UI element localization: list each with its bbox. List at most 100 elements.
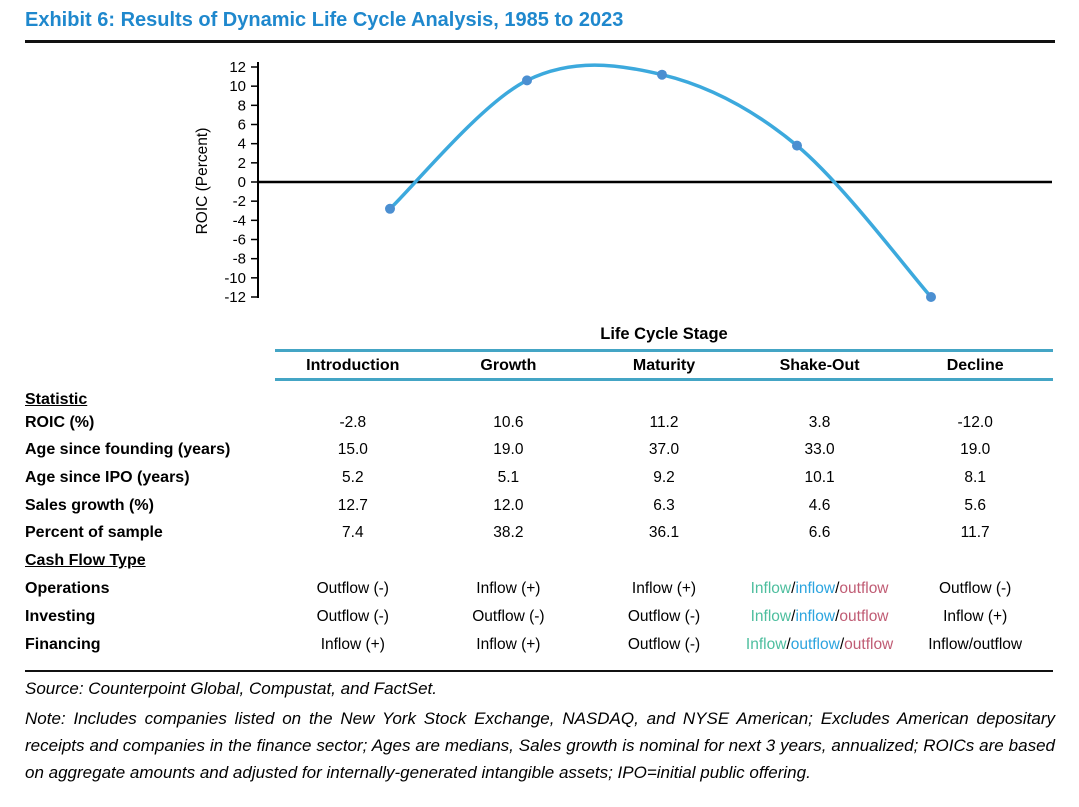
table-row: Financing Inflow (+) Inflow (+) Outflow (-)…: [0, 631, 1079, 659]
y-axis-label: ROIC (Percent): [194, 128, 211, 235]
column-header-introduction: Introduction: [306, 357, 400, 374]
table-cell: 5.6: [964, 497, 986, 514]
table-cell: 10.6: [493, 414, 524, 431]
row-label: ROIC (%): [25, 414, 95, 431]
table-cell: 36.1: [648, 524, 680, 541]
table-cell: 11.2: [649, 414, 679, 431]
table-cell: 7.4: [342, 524, 364, 541]
row-label: Financing: [25, 636, 101, 653]
data-point-marker: [792, 140, 802, 151]
green-cashflow-text: Inflow: [750, 608, 792, 625]
y-tick-label: -12: [224, 289, 246, 306]
y-tick-label: 10: [229, 78, 246, 95]
table-cell: -2.8: [339, 414, 367, 431]
table-cell: Outflow (-): [627, 636, 701, 653]
section-label: Cash Flow Type: [25, 552, 146, 569]
y-tick-label: -4: [233, 212, 246, 229]
blue-cashflow-text: outflow: [790, 636, 840, 653]
data-point-marker: [926, 292, 936, 302]
column-header-growth: Growth: [480, 357, 537, 374]
table-cell: 12.0: [493, 497, 524, 514]
data-point-marker: [385, 203, 395, 214]
y-tick-label: 8: [238, 97, 246, 114]
y-tick-label: 2: [238, 155, 246, 172]
table-cell: 4.6: [808, 497, 831, 514]
table-row: Age since founding (years) 15.0 19.0 37.0 33…: [0, 436, 1079, 464]
y-tick-label: 0: [238, 174, 246, 191]
separator-text: /: [791, 608, 796, 625]
table-cell: Inflow (+): [943, 608, 1008, 625]
table-cell: Inflow/outflow: [928, 636, 1023, 653]
table-cell: 8.1: [964, 469, 986, 486]
data-point-marker: [657, 69, 667, 80]
table-row: Operations Outflow (-) Inflow (+) Inflow (+…: [0, 575, 1079, 603]
red-cashflow-text: outflow: [839, 608, 889, 625]
table-cell: Inflow/outflow/outflow: [742, 631, 898, 659]
separator-text: /: [835, 608, 840, 625]
column-header-shake-out: Shake-Out: [779, 357, 860, 374]
separator-text: /: [786, 636, 791, 653]
data-point-marker: [522, 75, 532, 86]
y-tick-label: -2: [233, 193, 246, 210]
table-cell: Inflow (+): [631, 580, 697, 597]
table-cell: Outflow (-): [316, 608, 389, 625]
table-column-headers: Introduction Growth Maturity Shake-Out Decli…: [275, 355, 1053, 377]
red-cashflow-text: outflow: [839, 580, 889, 597]
footer-divider: [25, 670, 1053, 672]
table-cell: 9.2: [653, 469, 675, 486]
table-cell: 6.3: [653, 497, 675, 514]
table-cell: Outflow (-): [472, 608, 545, 625]
table-cell: Outflow (-): [627, 608, 701, 625]
table-row: Percent of sample 7.4 38.2 36.1 6.6 11.7: [0, 519, 1079, 547]
column-header-maturity: Maturity: [632, 357, 696, 374]
table-row: Investing Outflow (-) Outflow (-) Outflow (…: [0, 603, 1079, 631]
y-tick-label: 6: [238, 117, 246, 134]
table-cell: 3.8: [808, 414, 831, 431]
table-cell: 12.7: [337, 497, 368, 514]
table-cell: Inflow/inflow/outflow: [742, 575, 898, 603]
row-label: Age since IPO (years): [25, 469, 190, 486]
table-cell: 6.6: [808, 524, 831, 541]
table-cell: Outflow (-): [316, 580, 389, 597]
table-cell: 5.1: [497, 469, 520, 486]
table-row: Sales growth (%) 12.7 12.0 6.3 4.6 5.6: [0, 492, 1079, 520]
table-header-rule: [275, 378, 1053, 381]
separator-text: /: [839, 636, 845, 653]
table-cell: 10.1: [804, 469, 835, 486]
table-cell: Inflow/inflow/outflow: [742, 603, 898, 631]
table-cell: 38.2: [493, 524, 524, 541]
table-group-header: Life Cycle Stage: [600, 325, 728, 343]
table-cell: 37.0: [648, 441, 680, 458]
y-tick-label: -6: [233, 231, 246, 248]
table-row: Age since IPO (years) 5.2 5.1 9.2 10.1 8.1: [0, 464, 1079, 492]
title-divider: [25, 40, 1055, 43]
green-cashflow-text: Inflow: [745, 636, 787, 653]
table-cell: 5.2: [342, 469, 364, 486]
section-label: Statistic: [25, 391, 88, 408]
note-text: Note: Includes companies listed on the N…: [25, 709, 1055, 782]
table-cell: -12.0: [957, 414, 993, 431]
table-cell: Inflow (+): [320, 636, 385, 653]
table-section-row: Cash Flow Type: [0, 547, 1079, 575]
separator-text: /: [835, 580, 840, 597]
separator-text: /: [791, 580, 796, 597]
table-cell: 33.0: [804, 441, 835, 458]
column-header-decline: Decline: [946, 357, 1004, 374]
red-cashflow-text: outflow: [844, 636, 894, 653]
table-cell: 11.7: [960, 524, 990, 541]
source-text: Source: Counterpoint Global, Compustat, …: [25, 679, 438, 698]
page-title: Exhibit 6: Results of Dynamic Life Cycle…: [25, 9, 624, 31]
row-label: Percent of sample: [25, 524, 163, 541]
table-row: ROIC (%) -2.8 10.6 11.2 3.8 -12.0: [0, 409, 1079, 437]
table-cell: Inflow (+): [476, 580, 541, 597]
table-cell: 19.0: [960, 441, 991, 458]
table-cell: 19.0: [493, 441, 524, 458]
table-cell: Outflow (-): [939, 580, 1012, 597]
table-body: Statistic ROIC (%) -2.8 10.6 11.2 3.8 -12.0 Age…: [0, 382, 1079, 665]
row-label: Investing: [25, 608, 96, 625]
table-cell: Inflow (+): [476, 636, 541, 653]
roic-line-chart: -12 -10 -8 -6 -4 -2 0 2 4 6 8 10 12 ROIC (Percent): [194, 59, 1052, 306]
y-tick-label: -8: [233, 251, 246, 268]
table-top-rule: [275, 349, 1053, 352]
